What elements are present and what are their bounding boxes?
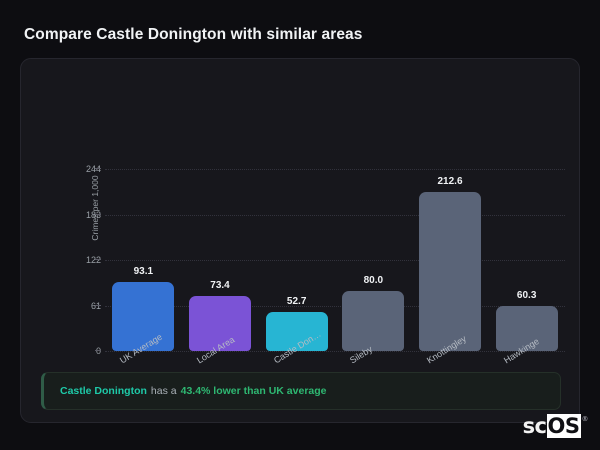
- y-axis-tick-label: 244: [85, 164, 101, 174]
- page-title: Compare Castle Donington with similar ar…: [24, 26, 363, 43]
- gridline: [105, 214, 565, 216]
- y-axis-tick-mark: [95, 213, 101, 215]
- y-axis-tick-mark: [95, 259, 101, 260]
- banner-comparison-text: 43.4% lower than UK average: [180, 385, 327, 397]
- y-axis-tick-mark: [95, 168, 101, 169]
- bar[interactable]: [189, 296, 251, 351]
- chart-bars: 93.1 UK Average 73.4 Local Area 52.7 Castle D…: [105, 59, 565, 365]
- y-axis-tick-mark: [95, 304, 101, 306]
- banner-area-name: Castle Donington: [60, 385, 147, 397]
- y-axis-tick-label: 61: [90, 300, 101, 311]
- scos-logo: sc OS ®: [523, 414, 588, 438]
- summary-banner: Castle Donington has a 43.4% lower than …: [41, 372, 561, 410]
- bar-value-label: 212.6: [437, 176, 463, 188]
- bar[interactable]: [342, 291, 405, 351]
- bar-value-label: 52.7: [286, 295, 307, 307]
- bar[interactable]: [495, 306, 558, 351]
- bar-chart: Crimes per 1,000 0 61 122 183 244 93.1 UK Ave…: [21, 59, 581, 365]
- logo-text-sc: sc: [522, 414, 547, 438]
- bar[interactable]: [265, 311, 328, 351]
- banner-middle-text: has a: [150, 385, 177, 397]
- gridline: [105, 351, 565, 352]
- comparison-card: Crimes per 1,000 0 61 122 183 244 93.1 UK Ave…: [20, 58, 580, 423]
- bar-value-label: 80.0: [363, 275, 384, 287]
- y-axis-tick-label: 0: [95, 346, 101, 356]
- bar-value-label: 60.3: [516, 290, 537, 302]
- bar[interactable]: [112, 281, 175, 351]
- gridline: [105, 260, 565, 261]
- bar[interactable]: [419, 192, 481, 351]
- y-axis-tick-label: 122: [85, 255, 101, 265]
- bar-value-label: 73.4: [210, 280, 230, 292]
- bar-value-label: 93.1: [133, 265, 154, 277]
- gridline: [105, 169, 565, 170]
- logo-text-os: OS: [546, 414, 581, 438]
- gridline: [105, 305, 565, 307]
- registered-mark-icon: ®: [581, 415, 589, 423]
- y-axis-tick-label: 183: [85, 209, 101, 220]
- y-axis-tick-mark: [95, 350, 101, 351]
